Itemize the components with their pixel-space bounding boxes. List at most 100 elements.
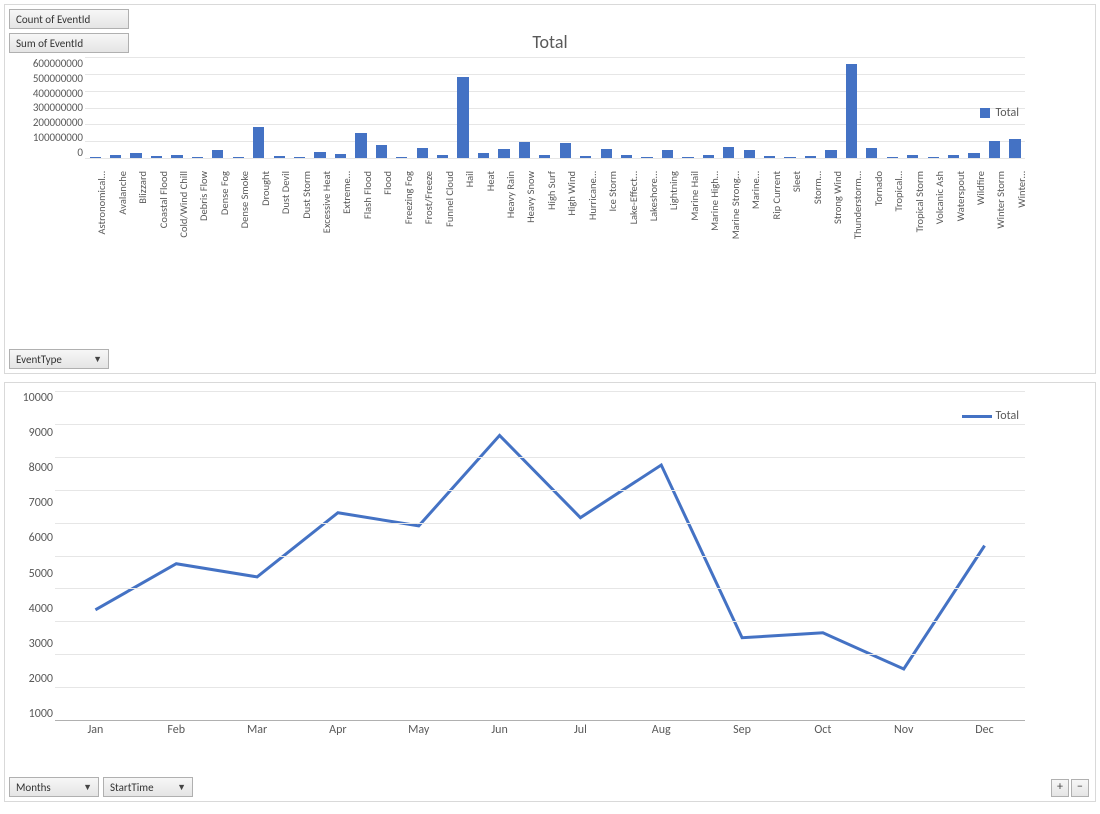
line-x-label: Aug — [621, 723, 702, 741]
bar-slot — [146, 57, 166, 158]
bar — [805, 156, 816, 158]
bar-slot — [392, 57, 412, 158]
bar-x-label-slot: Ice Storm — [596, 169, 616, 267]
bar-slot — [289, 57, 309, 158]
bar-slot — [535, 57, 555, 158]
bar — [682, 157, 693, 158]
line-x-label: Sep — [702, 723, 783, 741]
bar-x-label-slot: Winter… — [1005, 169, 1025, 267]
line-y-tick-label: 10000 — [9, 391, 53, 405]
bar — [90, 157, 101, 158]
bar-slot — [739, 57, 759, 158]
line-y-tick-label: 1000 — [9, 707, 53, 721]
bar-chart-legend: Total — [980, 106, 1019, 120]
months-filter-label: Months — [16, 781, 51, 794]
bar-slot — [514, 57, 534, 158]
bar-x-label-slot: Sleet — [780, 169, 800, 267]
bar-x-label-slot: Coastal Flood — [146, 169, 166, 267]
bar-x-label-slot: Debris Flow — [187, 169, 207, 267]
bar — [294, 157, 305, 158]
bar-x-label-slot: Dust Storm — [289, 169, 309, 267]
event-type-filter-button[interactable]: EventType ▼ — [9, 349, 109, 369]
bar-slot — [85, 57, 105, 158]
bar — [396, 157, 407, 158]
bar-y-tick-label: 400000000 — [7, 87, 83, 100]
zoom-out-button[interactable]: − — [1071, 779, 1089, 797]
bar-slot — [555, 57, 575, 158]
start-time-filter-button[interactable]: StartTime ▼ — [103, 777, 193, 797]
line-chart-panel: 1000090008000700060005000400030002000100… — [4, 382, 1096, 802]
bar-x-label-slot: Rip Current — [759, 169, 779, 267]
bar-y-tick-label: 500000000 — [7, 72, 83, 85]
bar — [212, 150, 223, 158]
count-of-eventid-label: Count of EventId — [16, 13, 90, 26]
bar — [498, 149, 509, 158]
bar-slot — [923, 57, 943, 158]
bar — [457, 77, 468, 158]
bar — [601, 149, 612, 158]
line-y-tick-label: 3000 — [9, 637, 53, 651]
bar — [355, 133, 366, 158]
bar — [274, 156, 285, 158]
line-gridline — [55, 556, 1025, 557]
bar-slot — [371, 57, 391, 158]
line-gridline — [55, 391, 1025, 392]
bar-x-label-slot: Excessive Heat — [310, 169, 330, 267]
line-chart-x-labels: JanFebMarAprMayJunJulAugSepOctNovDec — [55, 723, 1025, 741]
bar — [825, 150, 836, 158]
bar-slot — [943, 57, 963, 158]
bar-slot — [105, 57, 125, 158]
bar — [641, 157, 652, 158]
start-time-filter-label: StartTime — [110, 781, 154, 794]
bar-x-label-slot: Strong Wind — [821, 169, 841, 267]
bar-slot — [412, 57, 432, 158]
line-chart-plot-area: 1000090008000700060005000400030002000100… — [55, 391, 1025, 741]
bar-x-label-slot: Lake-Effect… — [616, 169, 636, 267]
sum-of-eventid-label: Sum of EventId — [16, 37, 83, 50]
bar — [314, 152, 325, 158]
bar-slot — [187, 57, 207, 158]
bar-slot — [576, 57, 596, 158]
bar-x-label-slot: Funnel Cloud — [432, 169, 452, 267]
bar-slot — [453, 57, 473, 158]
zoom-in-button[interactable]: + — [1051, 779, 1069, 797]
count-of-eventid-button[interactable]: Count of EventId — [9, 9, 129, 29]
bar — [764, 156, 775, 158]
bar — [928, 157, 939, 158]
line-gridline — [55, 457, 1025, 458]
bar-x-label-slot: Heat — [473, 169, 493, 267]
bar-x-label-slot: Heavy Rain — [494, 169, 514, 267]
bar-x-label-slot: Tropical… — [882, 169, 902, 267]
bar-x-label-slot: Dense Smoke — [228, 169, 248, 267]
line-y-tick-label: 8000 — [9, 461, 53, 475]
bar-slot — [249, 57, 269, 158]
dropdown-arrow-icon: ▼ — [177, 782, 186, 793]
sum-of-eventid-button[interactable]: Sum of EventId — [9, 33, 129, 53]
line-x-label: Nov — [863, 723, 944, 741]
bar-x-label-slot: Tropical Storm — [903, 169, 923, 267]
line-y-tick-label: 2000 — [9, 672, 53, 686]
line-gridline — [55, 424, 1025, 425]
bar-slot — [759, 57, 779, 158]
bar — [1009, 139, 1020, 158]
bar-chart-panel: Count of EventId Sum of EventId Total 60… — [4, 4, 1096, 374]
line-y-tick-label: 7000 — [9, 496, 53, 510]
months-filter-button[interactable]: Months ▼ — [9, 777, 99, 797]
line-x-label: Feb — [136, 723, 217, 741]
bar-slot — [780, 57, 800, 158]
line-x-label: Jul — [540, 723, 621, 741]
bar-slot — [719, 57, 739, 158]
bar — [233, 157, 244, 158]
line-y-tick-label: 5000 — [9, 567, 53, 581]
line-chart-legend: Total — [962, 409, 1019, 423]
line-x-label: Jun — [459, 723, 540, 741]
bar — [887, 157, 898, 158]
line-legend-label: Total — [996, 409, 1019, 423]
bar-gridline — [85, 158, 1025, 159]
bar-slot — [637, 57, 657, 158]
bar — [580, 156, 591, 158]
bar-chart-x-labels: Astronomical…AvalancheBlizzardCoastal Fl… — [85, 169, 1025, 267]
bar-x-label-slot: High Wind — [555, 169, 575, 267]
line-y-tick-label: 9000 — [9, 426, 53, 440]
bar — [989, 141, 1000, 158]
